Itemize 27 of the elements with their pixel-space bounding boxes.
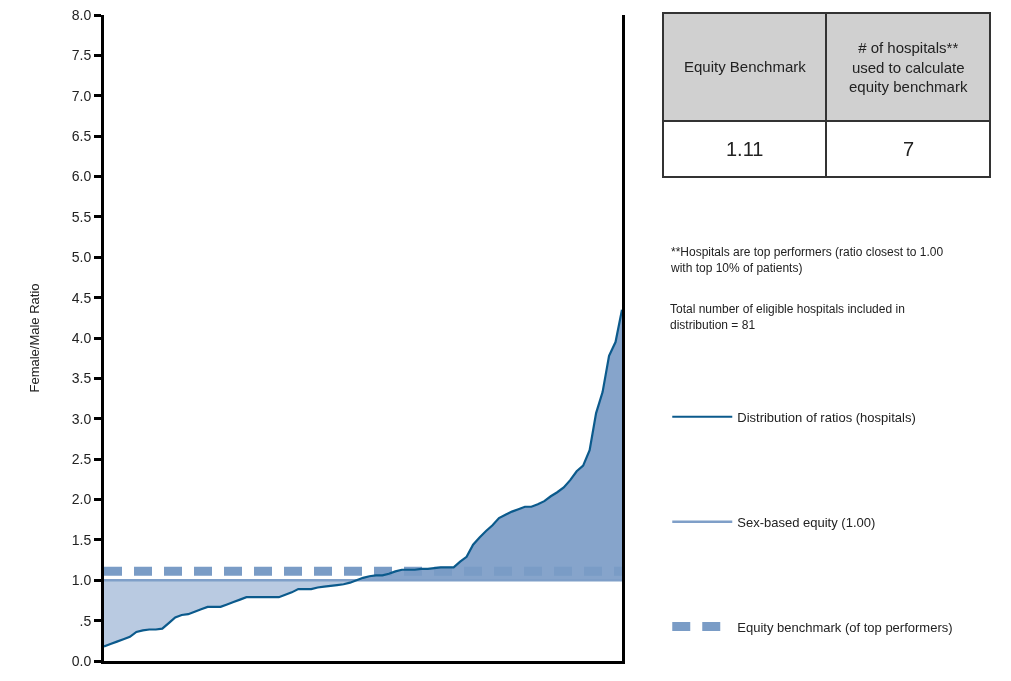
- y-axis-title: Female/Male Ratio: [26, 283, 42, 393]
- text: 1.11: [726, 138, 764, 160]
- text: # of hospitals** used to calculate equity benchmark: [849, 39, 968, 95]
- legend-label: Equity benchmark (of top performers): [737, 619, 953, 635]
- y-tick-label: 7.5: [71, 47, 92, 64]
- y-tick-label: 4.0: [71, 329, 92, 346]
- text: **Hospitals are top performers (ratio closest to 1.00 with top 10% of patients): [670, 245, 944, 275]
- y-tick-label: 4.5: [71, 289, 92, 306]
- text: Total number of eligible hospitals included in distribution = 81: [670, 302, 905, 332]
- y-tick-label: 2.5: [71, 451, 92, 468]
- text: Equity Benchmark: [684, 58, 807, 75]
- y-tick-label: 6.0: [71, 168, 92, 185]
- y-tick-label: 0.0: [71, 652, 92, 669]
- y-tick-label: 1.5: [71, 531, 92, 548]
- y-tick-label: 6.5: [71, 128, 92, 145]
- text: 7: [903, 138, 915, 160]
- legend-label: Distribution of ratios (hospitals): [737, 409, 916, 425]
- y-tick-label: 5.0: [71, 249, 92, 266]
- y-tick-label: 8.0: [71, 6, 92, 23]
- y-tick-label: 1.0: [71, 572, 92, 589]
- y-tick-label: 3.5: [71, 370, 92, 387]
- y-tick-label: .5: [79, 612, 92, 629]
- y-tick-label: 3.0: [71, 410, 92, 427]
- y-tick-label: 2.0: [71, 491, 92, 508]
- legend-label: Sex-based equity (1.00): [737, 514, 876, 530]
- y-tick-label: 7.0: [71, 87, 92, 104]
- y-tick-label: 5.5: [71, 208, 92, 225]
